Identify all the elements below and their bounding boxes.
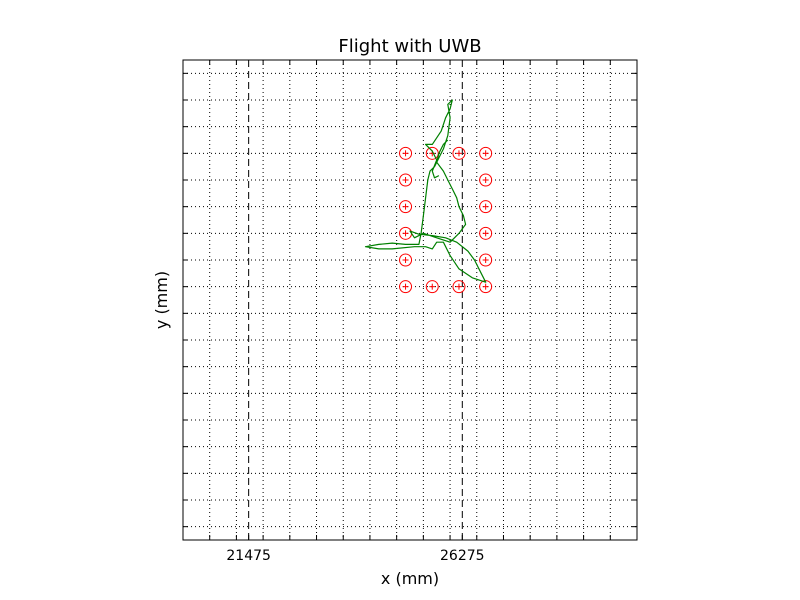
anchor-marker <box>399 280 413 294</box>
x-axis-label: x (mm) <box>381 569 439 588</box>
anchor-markers <box>399 146 493 294</box>
anchor-marker <box>479 146 493 160</box>
grid <box>183 60 637 540</box>
x-tick-label: 26275 <box>440 548 485 564</box>
flight-path-line <box>364 99 487 283</box>
plot-frame <box>182 59 638 541</box>
anchor-marker <box>399 146 413 160</box>
anchor-marker <box>452 280 466 294</box>
anchor-marker <box>399 253 413 267</box>
anchor-marker <box>452 146 466 160</box>
chart-title: Flight with UWB <box>338 36 481 57</box>
reference-lines <box>248 60 463 540</box>
x-tick-label: 21475 <box>226 548 271 564</box>
anchor-marker <box>479 253 493 267</box>
anchor-marker <box>479 226 493 240</box>
anchor-marker <box>425 146 439 160</box>
tick-labels: 21475 26275 <box>226 548 484 564</box>
anchor-marker <box>479 280 493 294</box>
flight-path <box>364 99 487 283</box>
anchor-marker <box>399 200 413 214</box>
anchor-marker <box>479 173 493 187</box>
anchor-marker <box>399 173 413 187</box>
anchor-marker <box>479 200 493 214</box>
anchor-marker <box>425 280 439 294</box>
y-axis-label: y (mm) <box>152 271 171 329</box>
ticks <box>183 60 637 540</box>
